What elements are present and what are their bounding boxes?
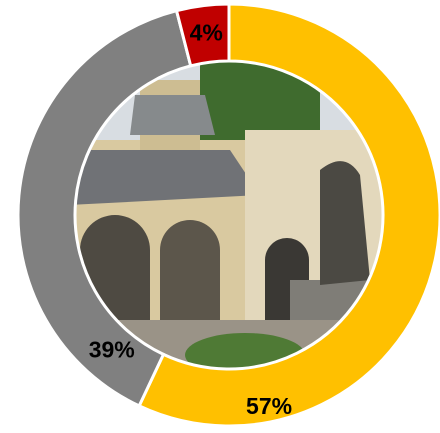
data-label: 39% [89,337,135,363]
data-label: 57% [246,393,292,419]
chart: 57% 39% 4% [0,0,440,433]
page: {"chart_data": {"type": "donut", "values… [0,0,440,433]
data-label: 4% [190,20,223,46]
